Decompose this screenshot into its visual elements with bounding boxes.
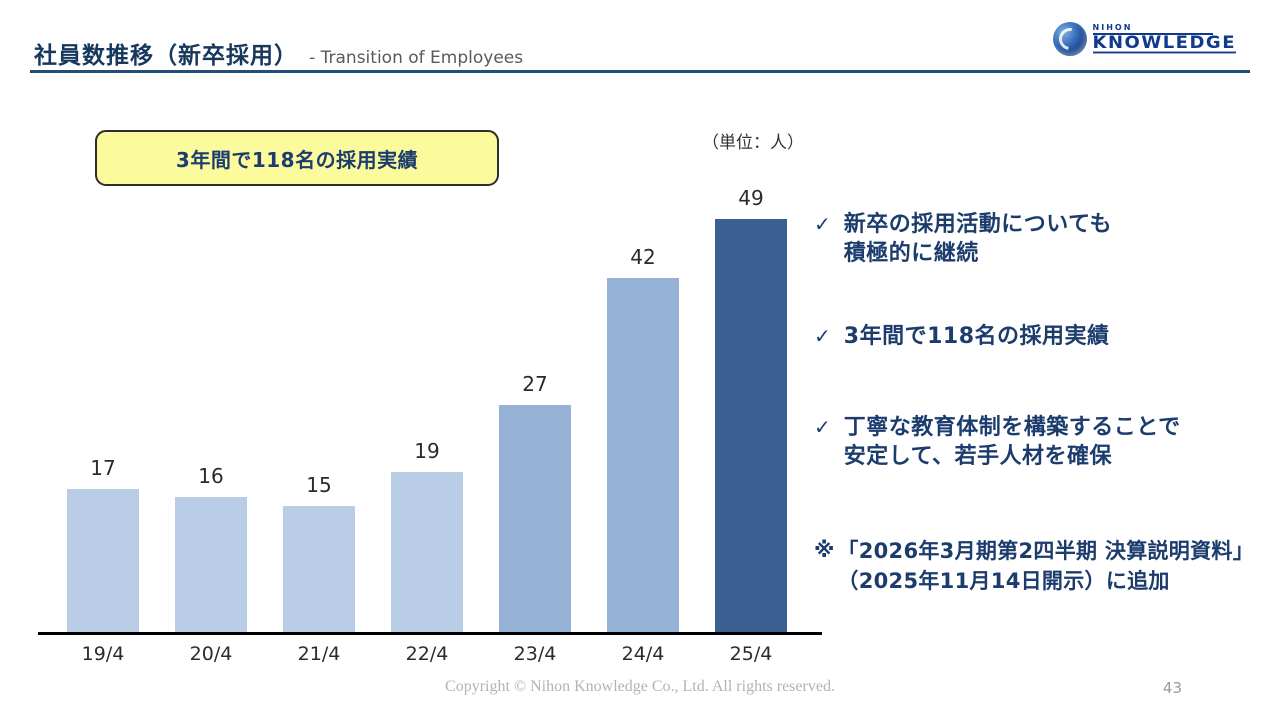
bar-column: 16 (157, 464, 265, 632)
checkmark-icon: ✓ (814, 212, 831, 236)
bullet-line: 3年間で118名の採用実績 (843, 324, 1110, 350)
bar-column: 27 (481, 372, 589, 632)
bar-column: 17 (49, 456, 157, 632)
bullet-text: 3年間で118名の採用実績 (844, 322, 1110, 351)
highlight-callout-box: 3年間で118名の採用実績 (95, 130, 499, 186)
bullet-line: 積極的に継続 (843, 241, 979, 267)
footnote-line: （2025年11月14日開示）に追加 (837, 568, 1170, 593)
reference-mark: ※ (814, 538, 835, 563)
checkmark-icon: ✓ (814, 415, 831, 440)
globe-icon (1052, 22, 1087, 56)
callout-text: 3年間で118名の採用実績 (175, 147, 419, 172)
bar (67, 489, 139, 632)
logo-text: NIHON KNOWLEDGE (1092, 23, 1236, 55)
bar (499, 405, 571, 632)
bar (283, 506, 355, 632)
logo-text-top: NIHON (1092, 23, 1213, 35)
bar-value-label: 17 (90, 456, 116, 480)
page-number: 43 (1162, 679, 1182, 697)
bar-value-label: 19 (414, 439, 440, 463)
bar-value-label: 16 (198, 464, 224, 488)
footnote-line: 「2026年3月期第2四半期 決算説明資料」 (837, 539, 1255, 564)
bar-chart: 17 16 15 19 27 42 49 (38, 150, 822, 635)
bar (175, 497, 247, 632)
footnote-text: 「2026年3月期第2四半期 決算説明資料」 （2025年11月14日開示）に追… (837, 537, 1254, 596)
footnote: ※ 「2026年3月期第2四半期 決算説明資料」 （2025年11月14日開示）… (814, 537, 1266, 596)
x-axis-label: 23/4 (513, 643, 557, 665)
x-axis-label: 24/4 (621, 643, 665, 665)
slide-header: 社員数推移（新卒採用） - Transition of Employees NI… (0, 0, 1280, 74)
bar-value-label: 49 (738, 186, 764, 210)
bar-value-label: 15 (306, 473, 332, 497)
bar-value-label: 27 (522, 372, 548, 396)
x-axis-label: 25/4 (729, 643, 773, 665)
bar (607, 278, 679, 632)
x-axis-label: 21/4 (297, 643, 341, 665)
chart-unit-label: （単位：人） (702, 133, 804, 153)
bar (391, 472, 463, 632)
logo-text-bottom: KNOWLEDGE (1092, 32, 1236, 53)
bar (715, 219, 787, 632)
x-axis-label: 22/4 (405, 643, 449, 665)
bullet-line: 新卒の採用活動についても (843, 212, 1113, 237)
bullet-text: 新卒の採用活動についても 積極的に継続 (844, 210, 1112, 268)
bullet-line: 丁寧な教育体制を構築することで (843, 415, 1181, 441)
x-axis-label: 20/4 (189, 643, 233, 665)
page-title-japanese: 社員数推移（新卒採用） (34, 43, 298, 69)
page-title: 社員数推移（新卒採用） - Transition of Employees (34, 36, 523, 70)
header-divider (30, 70, 1250, 73)
company-logo: NIHON KNOWLEDGE (1052, 22, 1236, 56)
bullet-text: 丁寧な教育体制を構築することで 安定して、若手人材を確保 (844, 413, 1181, 471)
page-title-english: - Transition of Employees (309, 48, 524, 68)
bar-column: 19 (373, 439, 481, 632)
bullet-item: ✓ 3年間で118名の採用実績 (814, 322, 1266, 351)
x-axis-labels: 19/4 20/4 21/4 22/4 23/4 24/4 25/4 (49, 643, 805, 665)
bullet-item: ✓ 丁寧な教育体制を構築することで 安定して、若手人材を確保 (814, 413, 1266, 471)
x-axis-label: 19/4 (81, 643, 125, 665)
copyright-text: Copyright © Nihon Knowledge Co., Ltd. Al… (445, 678, 835, 695)
bar-value-label: 42 (630, 245, 656, 269)
bullet-line: 安定して、若手人材を確保 (843, 444, 1113, 470)
checkmark-icon: ✓ (814, 324, 831, 349)
bar-column: 15 (265, 473, 373, 632)
bar-column: 49 (697, 186, 805, 632)
key-points-panel: ✓ 新卒の採用活動についても 積極的に継続 ✓ 3年間で118名の採用実績 ✓ … (814, 210, 1266, 596)
bar-column: 42 (589, 245, 697, 632)
bullet-item: ✓ 新卒の採用活動についても 積極的に継続 (814, 210, 1266, 268)
